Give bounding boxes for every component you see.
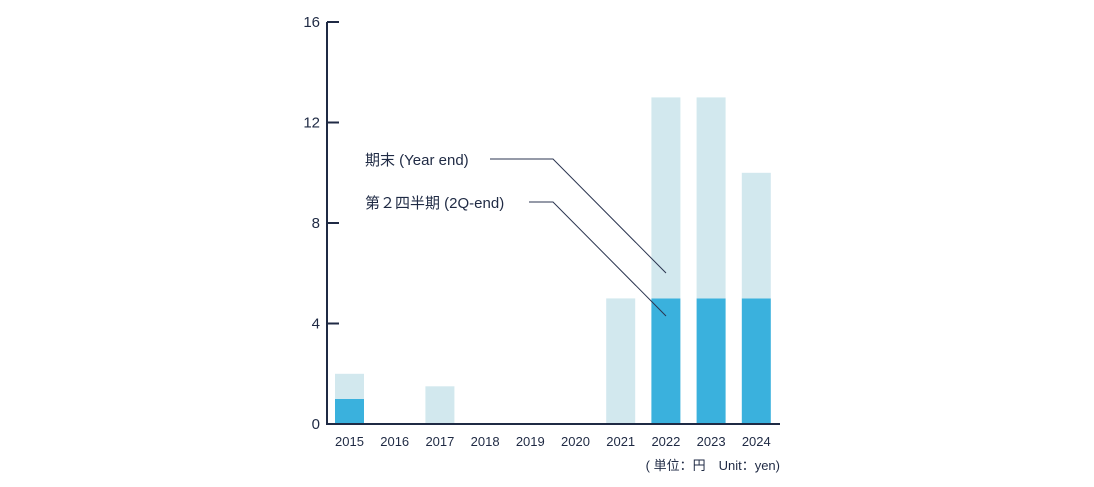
x-tick-label-2023: 2023	[697, 434, 726, 449]
y-tick-label-12: 12	[303, 115, 320, 132]
axes: 2015 2016 2017 2018 2019 2020 2021 2022 2023 2024…	[303, 14, 780, 449]
bar-2q-end-2022	[651, 298, 681, 424]
x-tick-label-2019: 2019	[516, 434, 545, 449]
x-tick-label-2017: 2017	[425, 434, 454, 449]
leader-line-year-end	[490, 158, 667, 274]
bar-year-end-2023	[696, 97, 726, 299]
bar-year-end-2022	[651, 97, 681, 299]
bars-layer	[335, 97, 771, 424]
x-tick-label-2022: 2022	[651, 434, 680, 449]
callouts: 期末 (Year end) 第２四半期 (2Q-end)	[365, 152, 667, 317]
legend-label-year-end: 期末 (Year end)	[365, 152, 469, 169]
y-tick-label-0: 0	[312, 416, 320, 433]
x-tick-label-2015: 2015	[335, 434, 364, 449]
x-tick-label-2016: 2016	[380, 434, 409, 449]
y-tick-label-4: 4	[312, 316, 320, 333]
y-tick-label-8: 8	[312, 215, 320, 232]
bar-year-end-2017	[425, 386, 455, 424]
bar-year-end-2024	[741, 172, 771, 299]
x-tick-label-2018: 2018	[471, 434, 500, 449]
bar-year-end-2021	[606, 298, 636, 424]
bar-2q-end-2023	[696, 298, 726, 424]
x-tick-label-2024: 2024	[742, 434, 771, 449]
leader-line-2q-end	[529, 201, 667, 317]
bar-year-end-2015	[335, 373, 364, 399]
bar-2q-end-2024	[741, 298, 771, 424]
x-tick-label-2020: 2020	[561, 434, 590, 449]
unit-note: ( 単位：円 Unit：yen)	[646, 458, 780, 473]
x-tick-label-2021: 2021	[606, 434, 635, 449]
legend-label-2q-end: 第２四半期 (2Q-end)	[365, 194, 504, 212]
y-tick-label-16: 16	[303, 14, 320, 31]
bar-2q-end-2015	[335, 398, 364, 424]
